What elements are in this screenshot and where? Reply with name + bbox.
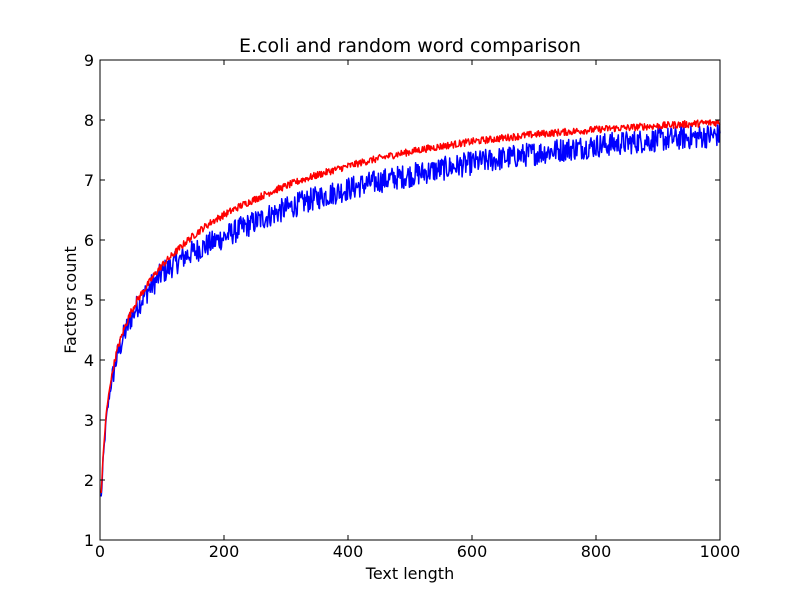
y-tick-label: 1 bbox=[84, 531, 94, 550]
x-axis-label: Text length bbox=[365, 564, 454, 583]
y-axis-label: Factors count bbox=[61, 246, 80, 354]
series-line-2 bbox=[100, 119, 721, 493]
y-tick-label: 8 bbox=[84, 111, 94, 130]
y-tick-label: 9 bbox=[84, 51, 94, 70]
plot-content bbox=[100, 119, 721, 497]
x-tick-label: 1000 bbox=[700, 542, 741, 561]
chart-title: E.coli and random word comparison bbox=[239, 35, 581, 57]
x-tick-label: 400 bbox=[333, 542, 364, 561]
y-tick-label: 2 bbox=[84, 471, 94, 490]
y-tick-label: 3 bbox=[84, 411, 94, 430]
x-tick-label: 800 bbox=[581, 542, 612, 561]
y-tick-label: 7 bbox=[84, 171, 94, 190]
x-tick-label: 0 bbox=[95, 542, 105, 561]
x-tick-label: 200 bbox=[209, 542, 240, 561]
ticks: 0 200 400 600 800 1000 1 2 3 4 5 6 7 8 9 bbox=[84, 51, 741, 561]
y-tick-label: 4 bbox=[84, 351, 94, 370]
x-tick-label: 600 bbox=[457, 542, 488, 561]
y-tick-label: 6 bbox=[84, 231, 94, 250]
series-line-1 bbox=[100, 123, 721, 497]
y-tick-label: 5 bbox=[84, 291, 94, 310]
